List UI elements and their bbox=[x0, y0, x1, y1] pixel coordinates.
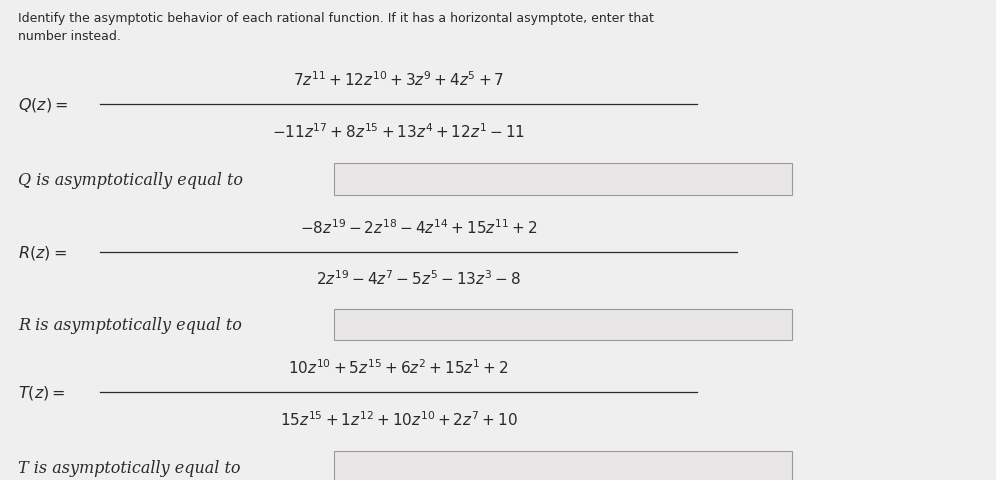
Text: T is asymptotically equal to: T is asymptotically equal to bbox=[18, 459, 240, 476]
Text: $15z^{15}+1z^{12}+10z^{10}+2z^7+10$: $15z^{15}+1z^{12}+10z^{10}+2z^7+10$ bbox=[280, 409, 517, 428]
Text: $R(z) =$: $R(z) =$ bbox=[18, 243, 67, 262]
Text: R is asymptotically equal to: R is asymptotically equal to bbox=[18, 316, 242, 333]
Text: Identify the asymptotic behavior of each rational function. If it has a horizont: Identify the asymptotic behavior of each… bbox=[18, 12, 653, 43]
Text: $Q(z) =$: $Q(z) =$ bbox=[18, 96, 69, 114]
FancyBboxPatch shape bbox=[334, 164, 792, 196]
Text: $2z^{19}-4z^7-5z^5-13z^3-8$: $2z^{19}-4z^7-5z^5-13z^3-8$ bbox=[316, 269, 521, 288]
Text: $-8z^{19}-2z^{18}-4z^{14}+15z^{11}+2$: $-8z^{19}-2z^{18}-4z^{14}+15z^{11}+2$ bbox=[300, 217, 537, 236]
FancyBboxPatch shape bbox=[334, 309, 792, 341]
Text: Q is asymptotically equal to: Q is asymptotically equal to bbox=[18, 171, 243, 189]
Text: $T(z) =$: $T(z) =$ bbox=[18, 384, 66, 402]
Text: $7z^{11}+12z^{10}+3z^9+4z^5+7$: $7z^{11}+12z^{10}+3z^9+4z^5+7$ bbox=[293, 70, 504, 89]
Text: $10z^{10}+5z^{15}+6z^2+15z^1+2$: $10z^{10}+5z^{15}+6z^2+15z^1+2$ bbox=[288, 358, 509, 376]
FancyBboxPatch shape bbox=[334, 452, 792, 480]
Text: $-11z^{17}+8z^{15}+13z^4+12z^1-11$: $-11z^{17}+8z^{15}+13z^4+12z^1-11$ bbox=[272, 121, 525, 140]
